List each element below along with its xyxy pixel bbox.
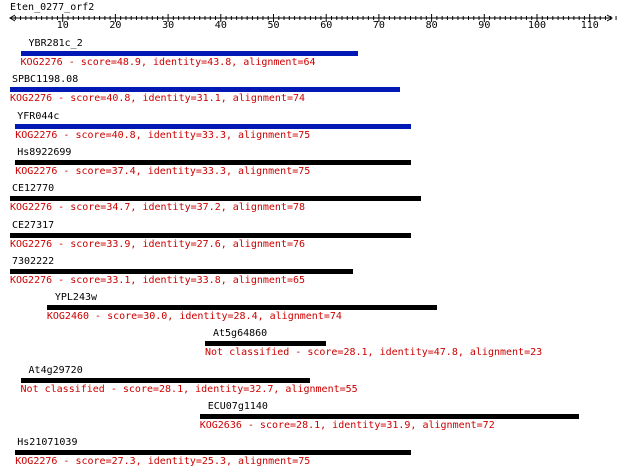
hit-description[interactable]: Not classified - score=28.1, identity=47… (204, 347, 543, 359)
hit-description[interactable]: KOG2276 - score=33.1, identity=33.8, ali… (10, 274, 306, 286)
hit-description[interactable]: KOG2636 - score=28.1, identity=31.9, ali… (199, 420, 495, 431)
hit-description[interactable]: Not classified - score=28.1, identity=32… (20, 383, 358, 395)
hit-name[interactable]: At4g29720 (28, 364, 83, 376)
hit-bar[interactable] (15, 123, 411, 129)
hit-bar[interactable] (10, 196, 422, 202)
tick-label: 110 (580, 20, 599, 31)
hit-bar[interactable] (15, 450, 411, 456)
tick-label: 40 (214, 20, 227, 31)
hit-name[interactable]: Hs21071039 (17, 437, 78, 449)
hit-bar[interactable] (10, 232, 411, 238)
tick-label: 30 (162, 20, 175, 31)
hit-name[interactable]: CE27317 (12, 219, 55, 231)
hit-name[interactable]: 7302222 (12, 255, 55, 267)
hit-description[interactable]: KOG2276 - score=27.3, identity=25.3, ali… (15, 456, 311, 468)
hit-description[interactable]: KOG2276 - score=48.9, identity=43.8, ali… (20, 57, 316, 68)
tick-label: 80 (425, 20, 438, 31)
hit-name[interactable]: CE12770 (12, 183, 55, 195)
hit-bar[interactable] (15, 159, 411, 165)
hit-name[interactable]: YFR044c (17, 110, 60, 122)
hit-description[interactable]: KOG2276 - score=40.8, identity=31.1, ali… (10, 93, 306, 105)
tick-label: 10 (56, 20, 69, 31)
hit-bar[interactable] (20, 377, 311, 383)
query-name: Eten_0277_orf2 (10, 2, 95, 13)
hit-name[interactable]: Hs8922699 (17, 146, 72, 158)
hit-name[interactable]: ECU07g1140 (207, 401, 268, 412)
hit-bar[interactable] (204, 341, 327, 347)
tick-label: 50 (267, 20, 280, 31)
hit-bar[interactable] (46, 305, 437, 311)
hit-name[interactable]: YPL243w (54, 292, 98, 304)
tick-label: 20 (109, 20, 122, 31)
hit-bar[interactable] (20, 51, 358, 56)
hit-name[interactable]: YBR281c_2 (28, 38, 83, 49)
tick-label: 70 (372, 20, 385, 31)
hit-bar[interactable] (10, 87, 400, 93)
hit-name[interactable]: At5g64860 (212, 328, 268, 340)
hit-name[interactable]: SPBC1198.08 (12, 74, 79, 86)
ruler-axis (9, 14, 617, 22)
tick-label: 100 (528, 20, 547, 31)
hit-bar[interactable] (199, 414, 580, 419)
tick-label: 90 (478, 20, 491, 31)
hit-description[interactable]: KOG2460 - score=30.0, identity=28.4, ali… (46, 311, 342, 323)
hit-description[interactable]: KOG2276 - score=33.9, identity=27.6, ali… (10, 238, 306, 250)
hit-bar[interactable] (10, 268, 353, 274)
tick-label: 60 (320, 20, 333, 31)
hit-description[interactable]: KOG2276 - score=40.8, identity=33.3, ali… (15, 129, 311, 141)
hit-description[interactable]: KOG2276 - score=37.4, identity=33.3, ali… (15, 165, 311, 177)
hit-description[interactable]: KOG2276 - score=34.7, identity=37.2, ali… (10, 202, 306, 214)
